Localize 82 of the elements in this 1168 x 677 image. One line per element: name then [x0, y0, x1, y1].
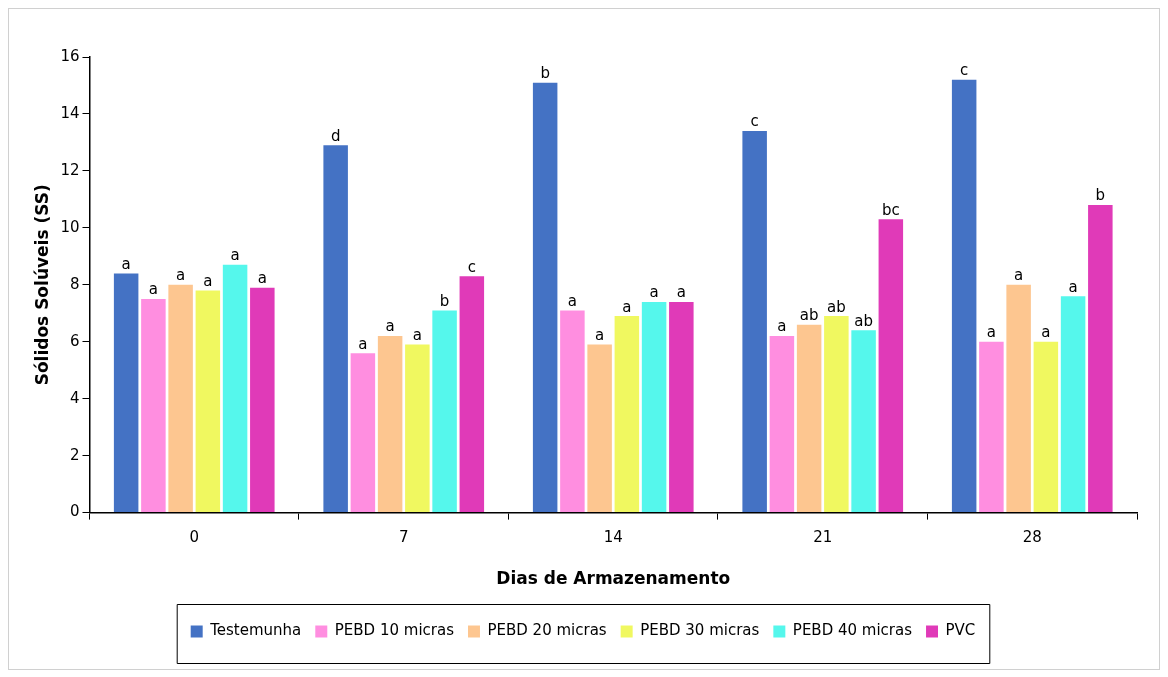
bar — [796, 324, 822, 513]
bar — [614, 316, 640, 513]
y-tick-label: 8 — [69, 274, 80, 293]
x-tick-label: 21 — [813, 528, 833, 547]
bar — [951, 79, 977, 513]
bar — [432, 310, 457, 513]
data-label: a — [676, 283, 686, 302]
bar — [851, 330, 876, 513]
data-label: a — [1041, 323, 1051, 342]
data-label: b — [1095, 186, 1106, 205]
data-label: a — [986, 323, 996, 342]
bar — [979, 341, 1004, 513]
data-label: a — [148, 280, 158, 299]
data-label: bc — [881, 200, 900, 219]
data-label: a — [412, 325, 422, 344]
bar — [1006, 284, 1031, 513]
data-label: a — [257, 269, 267, 288]
data-label: c — [467, 257, 476, 276]
data-label: c — [960, 61, 969, 80]
bar — [769, 336, 795, 513]
data-label: a — [358, 334, 368, 353]
x-tick-label: 28 — [1022, 528, 1042, 547]
bar — [168, 284, 193, 513]
data-label: b — [439, 291, 450, 310]
bar — [195, 290, 221, 513]
bar — [405, 344, 430, 513]
data-label: a — [567, 291, 577, 310]
bar — [1088, 205, 1113, 513]
data-label: b — [540, 64, 550, 83]
legend-label: PVC — [945, 621, 976, 640]
x-tick-label: 0 — [189, 528, 200, 547]
legend-label: PEBD 20 micras — [487, 621, 607, 640]
y-tick-label: 0 — [69, 502, 80, 521]
bar — [532, 82, 558, 513]
bar — [1033, 341, 1059, 513]
y-tick-label: 12 — [60, 160, 80, 179]
bar — [669, 301, 694, 513]
bar — [1060, 296, 1086, 513]
data-label: a — [1014, 266, 1024, 285]
bar — [377, 336, 403, 513]
data-label: a — [203, 271, 213, 290]
data-label: ab — [799, 306, 819, 325]
data-label: a — [176, 266, 186, 285]
data-label: a — [385, 317, 395, 336]
legend-label: PEBD 10 micras — [334, 621, 455, 640]
legend-label: PEBD 40 micras — [792, 621, 913, 640]
legend-label: PEBD 30 micras — [640, 621, 760, 640]
y-tick-label: 4 — [69, 388, 80, 407]
data-label: a — [230, 246, 240, 265]
data-label: a — [649, 283, 659, 302]
data-label: ab — [827, 297, 846, 316]
x-tick-label: 7 — [398, 528, 409, 547]
bar — [250, 287, 275, 513]
bar — [742, 131, 767, 513]
bar — [560, 310, 585, 513]
y-axis-title: Sólidos Solúveis (SS) — [31, 184, 52, 386]
legend-label: Testemunha — [209, 621, 302, 640]
y-tick-label: 14 — [60, 103, 80, 122]
data-label: a — [121, 254, 131, 273]
bar — [459, 276, 485, 513]
x-axis-title: Dias de Armazenamento — [496, 568, 731, 589]
bar — [323, 145, 348, 513]
bar — [113, 273, 139, 513]
bar — [824, 316, 849, 513]
data-label: d — [330, 126, 341, 145]
data-label: a — [622, 297, 632, 316]
y-tick-label: 6 — [69, 331, 80, 350]
y-tick-label: 10 — [60, 217, 80, 236]
x-tick-label: 14 — [603, 528, 623, 547]
bar — [350, 353, 376, 513]
bar — [641, 301, 667, 513]
bar — [222, 264, 248, 513]
data-label: a — [1068, 277, 1078, 296]
data-label: a — [595, 325, 605, 344]
y-tick-label: 16 — [60, 46, 80, 65]
bar — [587, 344, 612, 513]
data-label: c — [750, 112, 759, 131]
bar — [141, 299, 166, 513]
y-tick-label: 2 — [69, 445, 80, 464]
data-label: ab — [854, 311, 873, 330]
data-label: a — [777, 317, 787, 336]
bar — [878, 219, 904, 513]
